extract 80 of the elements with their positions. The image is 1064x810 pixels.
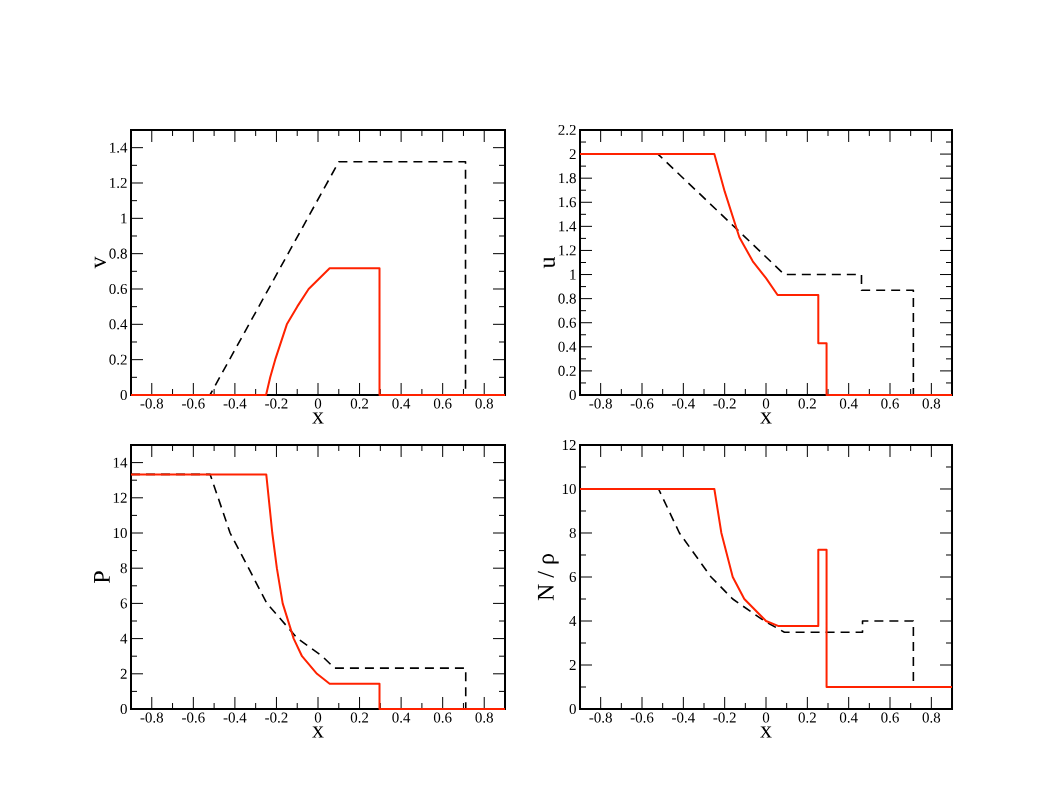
y-tick-label: 1 bbox=[570, 269, 576, 280]
y-tick-label: 0.4 bbox=[109, 319, 128, 330]
x-axis-title: x bbox=[312, 726, 324, 738]
y-tick-label: 0 bbox=[569, 389, 576, 401]
x-tick-label: -0.6 bbox=[182, 712, 205, 723]
x-tick-label: -0.4 bbox=[672, 398, 695, 409]
x-axis-title: x bbox=[760, 412, 772, 424]
y-tick-label: 8 bbox=[120, 563, 127, 574]
x-tick-label: 0.6 bbox=[881, 712, 899, 723]
y-tick-label: 10 bbox=[562, 483, 576, 495]
y-tick-label: 10 bbox=[113, 527, 127, 539]
x-tick-label: -0.8 bbox=[589, 398, 612, 409]
x-tick-label: -0.6 bbox=[182, 398, 205, 409]
x-axis-title: x bbox=[312, 412, 324, 424]
x-axis-title: x bbox=[760, 726, 772, 738]
x-tick-label: -0.8 bbox=[140, 398, 164, 409]
y-tick-label: 1 bbox=[121, 213, 127, 224]
y-axis-title: v bbox=[94, 256, 106, 269]
x-tick-label: 0.4 bbox=[392, 398, 411, 409]
y-tick-label: 0 bbox=[120, 389, 127, 401]
line-series bbox=[130, 267, 507, 396]
y-tick-label: 1.4 bbox=[110, 142, 128, 153]
x-tick-label: -0.8 bbox=[140, 712, 164, 723]
y-tick-label: 14 bbox=[113, 457, 128, 468]
x-tick-label: -0.2 bbox=[265, 398, 288, 409]
x-tick-label: -0.2 bbox=[713, 712, 736, 723]
y-tick-label: 0.6 bbox=[109, 283, 128, 295]
x-tick-label: 0.8 bbox=[475, 398, 493, 409]
x-tick-label: 0 bbox=[314, 398, 322, 409]
y-tick-label: 2.2 bbox=[558, 124, 576, 136]
x-tick-label: 0.2 bbox=[350, 712, 369, 723]
y-tick-label: 1.4 bbox=[559, 221, 577, 232]
y-tick-label: 6 bbox=[120, 598, 128, 609]
x-tick-label: 0.2 bbox=[350, 398, 369, 409]
y-tick-label: 1.6 bbox=[559, 197, 577, 208]
x-tick-label: -0.4 bbox=[672, 712, 695, 723]
x-tick-label: -0.8 bbox=[589, 712, 612, 723]
x-tick-label: 0.6 bbox=[433, 398, 452, 409]
x-tick-label: 0.2 bbox=[798, 712, 816, 723]
x-tick-label: 0 bbox=[314, 712, 322, 723]
x-tick-label: 0.6 bbox=[433, 712, 452, 723]
x-tick-label: -0.6 bbox=[630, 398, 654, 409]
y-tick-label: 2 bbox=[569, 149, 576, 160]
y-tick-label: 4 bbox=[569, 616, 577, 626]
y-tick-label: 2 bbox=[569, 660, 576, 670]
y-tick-label: 0.6 bbox=[558, 317, 577, 328]
x-tick-label: 0.4 bbox=[392, 712, 411, 723]
y-tick-label: 1.2 bbox=[110, 177, 127, 189]
x-tick-label: 0 bbox=[762, 712, 770, 723]
y-tick-label: 0.2 bbox=[558, 365, 576, 376]
x-tick-label: -0.4 bbox=[223, 398, 247, 409]
x-tick-label: 0.4 bbox=[839, 398, 858, 409]
x-tick-label: 0.2 bbox=[798, 398, 816, 409]
y-tick-label: 0.8 bbox=[558, 293, 576, 304]
y-tick-label: 1.8 bbox=[559, 173, 576, 184]
x-tick-label: 0.4 bbox=[839, 712, 858, 723]
x-tick-label: 0 bbox=[762, 398, 770, 409]
y-tick-label: 4 bbox=[120, 633, 128, 644]
y-tick-label: 0.2 bbox=[109, 354, 127, 365]
y-axis-title: P bbox=[94, 571, 110, 583]
x-tick-label: -0.2 bbox=[713, 398, 736, 409]
y-tick-label: 1.2 bbox=[559, 245, 576, 256]
x-tick-label: 0.8 bbox=[922, 712, 941, 723]
x-tick-label: -0.6 bbox=[630, 712, 654, 723]
y-tick-label: 0 bbox=[569, 703, 576, 715]
y-axis-title: N / ρ bbox=[537, 554, 559, 601]
y-axis-title: u bbox=[543, 256, 555, 269]
x-tick-label: -0.4 bbox=[223, 712, 247, 723]
y-tick-label: 8 bbox=[569, 527, 576, 539]
y-tick-label: 0.4 bbox=[558, 341, 577, 352]
x-tick-label: -0.2 bbox=[265, 712, 288, 723]
x-tick-label: 0.8 bbox=[922, 398, 941, 409]
y-tick-label: 6 bbox=[569, 571, 577, 583]
y-tick-label: 0.8 bbox=[109, 248, 127, 259]
x-tick-label: 0.6 bbox=[881, 398, 899, 409]
y-tick-label: 12 bbox=[113, 492, 127, 503]
y-tick-label: 12 bbox=[562, 440, 576, 450]
x-tick-label: 0.8 bbox=[475, 712, 493, 723]
y-tick-label: 0 bbox=[120, 703, 127, 715]
y-tick-label: 2 bbox=[120, 668, 127, 679]
